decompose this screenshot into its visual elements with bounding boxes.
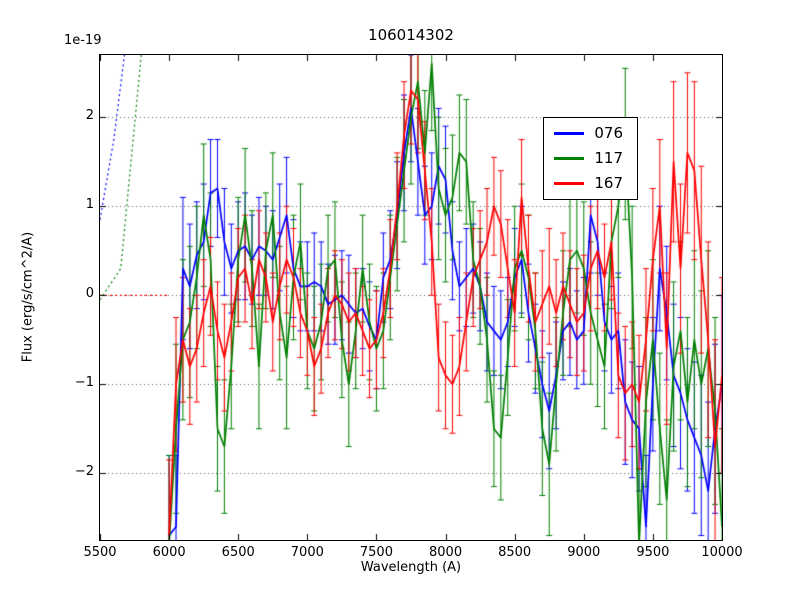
x-tick-label: 7500 [359, 545, 393, 560]
y-tick-label: −1 [74, 375, 94, 391]
x-tick-label: 10000 [701, 545, 743, 560]
x-tick-label: 5500 [83, 545, 117, 560]
x-axis-label: Wavelength (A) [360, 560, 462, 575]
legend-line-sample [554, 182, 585, 185]
legend-item-167: 167 [554, 176, 623, 191]
legend-line-sample [554, 132, 585, 135]
legend-label: 117 [594, 149, 623, 167]
legend-line-sample [554, 157, 585, 160]
x-tick-label: 9000 [567, 545, 601, 560]
y-tick-label: −2 [74, 464, 94, 480]
x-tick-label: 6000 [152, 545, 186, 560]
y-tick-label: 2 [85, 108, 94, 124]
legend: 076 117 167 [543, 117, 638, 200]
y-tick-label: 1 [85, 197, 94, 213]
plot-area: 076 117 167 [99, 54, 723, 541]
legend-label: 167 [594, 174, 623, 192]
x-tick-label: 9500 [636, 545, 670, 560]
chart-title: 106014302 [368, 26, 454, 44]
x-tick-label: 8500 [498, 545, 532, 560]
x-tick-label: 8000 [429, 545, 463, 560]
y-axis-label: Flux (erg/s/cm^2/A) [20, 231, 36, 363]
y-tick-label: 0 [85, 286, 94, 302]
legend-item-117: 117 [554, 151, 623, 166]
x-tick-label: 7000 [290, 545, 324, 560]
x-tick-label: 6500 [221, 545, 255, 560]
legend-item-076: 076 [554, 126, 623, 141]
y-axis-offset-label: 1e-19 [64, 33, 102, 48]
legend-label: 076 [594, 124, 623, 142]
